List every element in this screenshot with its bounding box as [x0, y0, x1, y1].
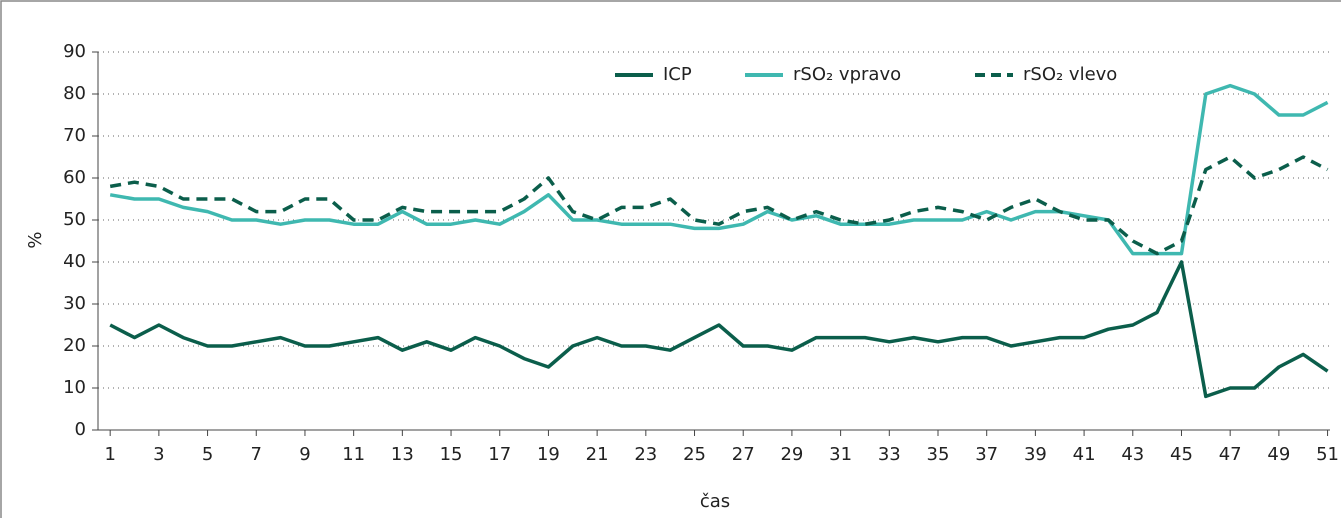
x-tick-label: 29: [780, 444, 803, 465]
x-tick-label: 45: [1170, 444, 1193, 465]
legend-label: rSO₂ vpravo: [793, 64, 901, 85]
line-series: [109, 155, 1329, 256]
x-tick-label: 21: [586, 444, 609, 465]
x-tick-label: 43: [1121, 444, 1144, 465]
x-tick-label: 11: [342, 444, 365, 465]
x-tick-label: 17: [488, 444, 511, 465]
x-tick-label: 49: [1267, 444, 1290, 465]
x-tick-label: 31: [829, 444, 852, 465]
y-tick-label: 10: [63, 377, 86, 398]
line-series: [109, 83, 1329, 256]
y-tick-label: 20: [63, 335, 86, 356]
x-tick-label: 51: [1316, 444, 1339, 465]
x-axis-label: čas: [700, 491, 730, 512]
x-tick-label: 5: [202, 444, 213, 465]
y-tick-label: 40: [63, 251, 86, 272]
x-tick-label: 13: [391, 444, 414, 465]
x-tick-label: 27: [732, 444, 755, 465]
y-tick-label: 90: [63, 41, 86, 62]
x-tick-label: 33: [878, 444, 901, 465]
y-tick-label: 30: [63, 293, 86, 314]
y-tick-label: 70: [63, 125, 86, 146]
x-tick-label: 1: [104, 444, 115, 465]
x-tick-label: 41: [1073, 444, 1096, 465]
legend-label: rSO₂ vlevo: [1023, 64, 1117, 85]
x-tick-label: 15: [440, 444, 463, 465]
y-tick-label: 60: [63, 167, 86, 188]
x-tick-label: 25: [683, 444, 706, 465]
x-tick-label: 23: [634, 444, 657, 465]
y-tick-label: 80: [63, 83, 86, 104]
x-tick-label: 39: [1024, 444, 1047, 465]
y-tick-label: 0: [75, 419, 86, 440]
x-tick-label: 37: [975, 444, 998, 465]
x-tick-label: 35: [927, 444, 950, 465]
x-tick-label: 3: [153, 444, 164, 465]
y-axis-label: %: [25, 231, 46, 248]
legend-label: ICP: [663, 64, 692, 85]
x-tick-label: 9: [299, 444, 310, 465]
x-tick-label: 19: [537, 444, 560, 465]
x-tick-label: 7: [251, 444, 262, 465]
x-tick-label: 47: [1219, 444, 1242, 465]
y-tick-label: 50: [63, 209, 86, 230]
line-series: [109, 260, 1329, 399]
